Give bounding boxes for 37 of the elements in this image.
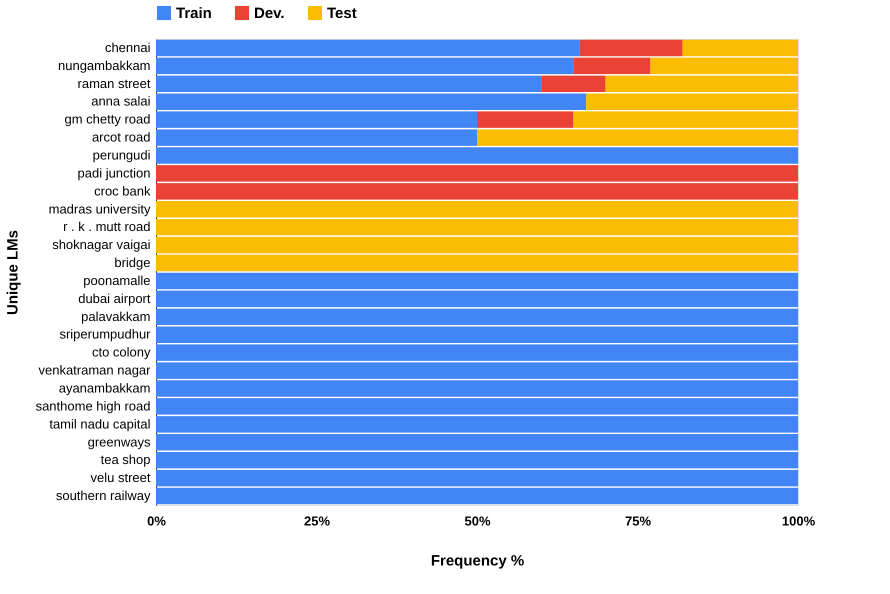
y-tick-label: padi junction (78, 165, 150, 180)
y-tick-label: bridge (114, 255, 150, 270)
y-axis-title: Unique LMs (4, 230, 22, 315)
y-tick-label: santhome high road (36, 398, 150, 414)
x-axis-title: Frequency % (430, 552, 524, 570)
y-tick-label: palavakkam (81, 308, 150, 324)
y-tick-label: raman street (78, 76, 151, 91)
y-tick-label: velu street (90, 470, 151, 486)
y-tick-label: nungambakkam (58, 58, 150, 73)
x-tick-label: 100% (782, 514, 816, 528)
y-tick-label: cto colony (92, 344, 151, 360)
y-tick-label: madras university (48, 201, 151, 216)
y-tick-label: southern railway (56, 488, 151, 504)
y-tick-label: gm chetty road (64, 112, 150, 127)
x-tick-label: 75% (624, 514, 652, 528)
y-tick-label: dubai airport (78, 290, 151, 306)
y-tick-label: r . k . mutt road (63, 219, 150, 234)
y-tick-label: ayanambakkam (58, 380, 150, 396)
x-tick-label: 50% (464, 514, 491, 528)
y-tick-label: anna salai (91, 94, 151, 109)
y-tick-label: tamil nadu capital (49, 416, 151, 432)
y-tick-label: tea shop (100, 452, 150, 468)
bar (477, 111, 574, 128)
x-tick-label: 25% (304, 514, 330, 528)
legend-label: Train (176, 5, 212, 22)
y-tick-label: venkatraman nagar (38, 362, 152, 378)
y-tick-label: perungudi (92, 148, 151, 162)
x-tick-label: 0% (147, 514, 166, 528)
y-tick-label: sriperumpudhur (59, 326, 152, 342)
y-tick-label: greenways (88, 434, 151, 450)
y-tick-label: shoknagar vaigai (52, 237, 151, 252)
y-tick-label: chennai (104, 40, 151, 55)
legend-label: Dev. (254, 5, 285, 22)
y-tick-label: arcot road (92, 130, 150, 145)
y-tick-label: poonamalle (83, 272, 150, 288)
y-tick-label: croc bank (94, 183, 151, 198)
legend-label: Test (327, 5, 357, 22)
